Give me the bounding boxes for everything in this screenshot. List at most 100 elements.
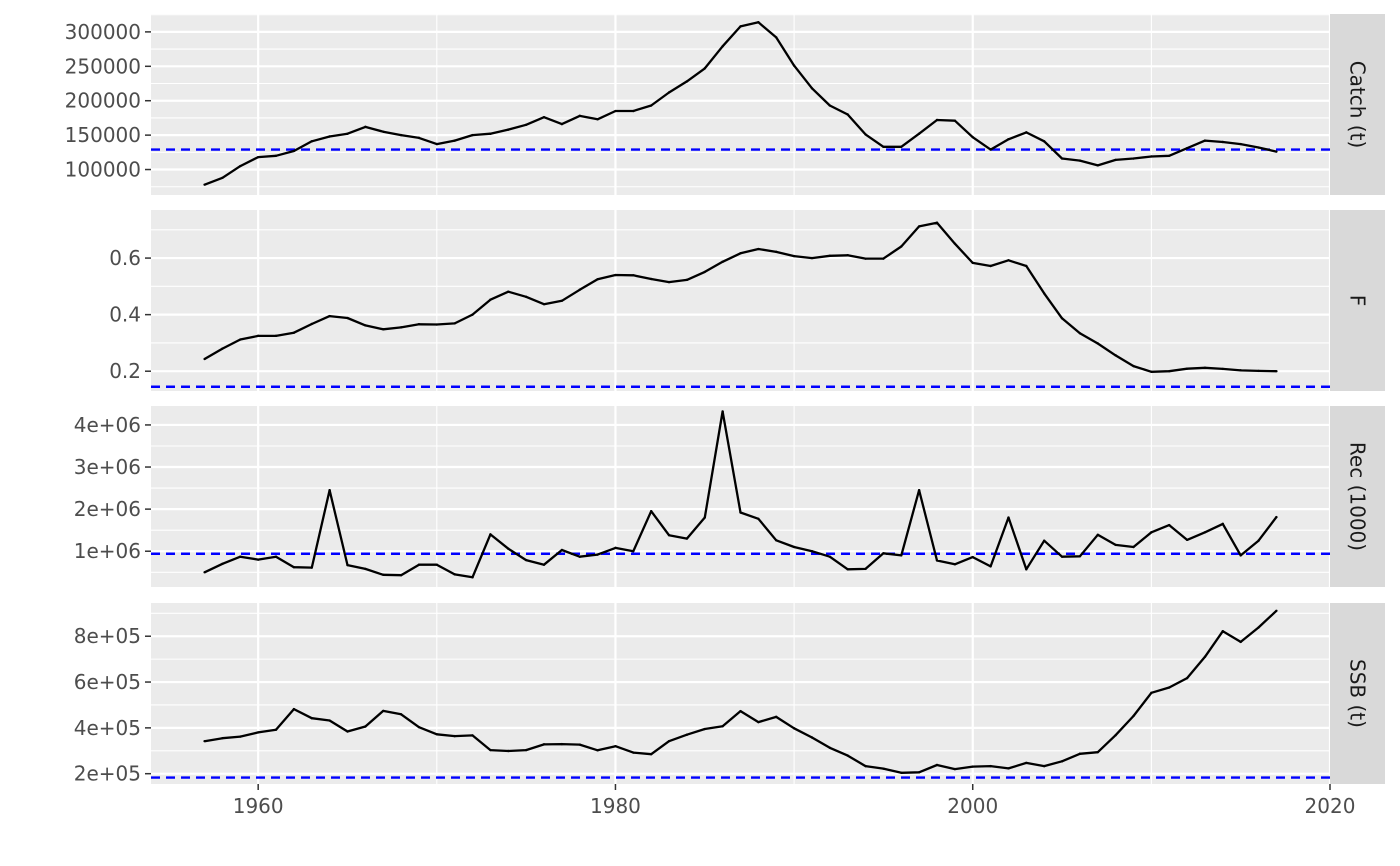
data-point [953, 119, 957, 122]
data-point [364, 567, 367, 571]
data-point [453, 139, 456, 142]
data-point [542, 743, 546, 746]
data-point [1239, 554, 1242, 557]
y-tick-label: 200000 [65, 89, 141, 113]
data-point [239, 555, 242, 558]
data-point [1025, 761, 1028, 765]
data-point [1168, 370, 1171, 373]
facet-strip [1330, 406, 1385, 587]
data-point [864, 133, 867, 136]
data-point [989, 148, 992, 151]
data-point [917, 771, 921, 774]
data-point [328, 314, 331, 318]
data-point [578, 743, 581, 746]
data-point [935, 221, 939, 224]
data-point [507, 128, 510, 131]
x-tick-label: 2000 [947, 794, 998, 818]
y-tick-label: 3e+06 [74, 455, 141, 479]
data-point [775, 250, 778, 254]
data-point [1007, 516, 1010, 519]
data-point [578, 555, 581, 558]
panel-1: 0.2 0.4 0.6 F [109, 210, 1385, 391]
y-tick-label: 300000 [65, 20, 141, 44]
data-point [1168, 154, 1171, 157]
data-point [560, 122, 564, 126]
data-point [417, 725, 421, 729]
data-point [614, 109, 617, 113]
data-point [1203, 531, 1207, 534]
data-point [328, 488, 331, 492]
facet-strip-label: Catch (t) [1346, 61, 1370, 149]
data-point [507, 290, 510, 293]
panel-background [151, 603, 1330, 784]
data-point [810, 550, 814, 553]
x-tick-label: 2020 [1305, 794, 1356, 818]
data-point [453, 734, 456, 738]
data-point [364, 725, 367, 728]
x-tick-label: 1960 [233, 794, 284, 818]
data-point [382, 130, 385, 133]
data-point [846, 754, 849, 757]
data-point [649, 104, 653, 107]
data-point [256, 731, 260, 734]
data-point [828, 104, 832, 107]
data-point [685, 80, 689, 83]
data-point [382, 573, 385, 576]
data-point [649, 277, 653, 281]
data-point [1185, 147, 1189, 150]
data-point [221, 736, 224, 740]
data-point [953, 767, 957, 771]
data-point [971, 135, 974, 139]
data-point [524, 748, 528, 752]
data-point [757, 517, 760, 521]
data-point [203, 183, 206, 186]
data-point [507, 547, 510, 550]
data-point [274, 555, 278, 558]
data-point [1221, 367, 1225, 371]
panel-background [151, 406, 1330, 587]
data-point [417, 323, 421, 326]
data-point [810, 736, 814, 739]
data-point [1275, 150, 1278, 153]
data-point [810, 256, 814, 260]
data-point [1042, 140, 1046, 143]
data-point [221, 347, 224, 350]
data-point [256, 558, 260, 561]
data-point [489, 533, 492, 536]
data-point [578, 288, 581, 291]
data-point [739, 511, 742, 514]
data-point [203, 571, 206, 574]
data-point [953, 242, 957, 245]
data-point [364, 125, 367, 129]
data-point [864, 764, 867, 768]
data-point [792, 727, 796, 730]
data-point [882, 145, 885, 149]
data-point [1060, 555, 1064, 558]
data-point [792, 64, 796, 67]
data-point [1007, 138, 1010, 141]
data-point [703, 67, 706, 70]
data-point [989, 264, 992, 268]
data-point [524, 123, 528, 127]
data-point [239, 164, 242, 168]
data-point [596, 553, 599, 556]
data-point [399, 326, 403, 329]
data-point [685, 537, 689, 540]
data-point [203, 739, 206, 743]
data-point [1078, 332, 1082, 335]
data-point [560, 299, 564, 302]
data-point [435, 323, 439, 326]
data-point [239, 735, 242, 738]
panel-0: 100000 150000 200000 250000 300000 Catch (t) [65, 14, 1385, 195]
data-point [471, 576, 474, 579]
data-point [1025, 568, 1028, 571]
data-point [364, 324, 367, 327]
data-point [1078, 159, 1082, 162]
data-point [1096, 533, 1099, 537]
data-point [346, 132, 349, 135]
data-point [596, 278, 599, 281]
data-point [1239, 369, 1242, 372]
data-point [1221, 522, 1225, 526]
data-point [346, 563, 349, 567]
